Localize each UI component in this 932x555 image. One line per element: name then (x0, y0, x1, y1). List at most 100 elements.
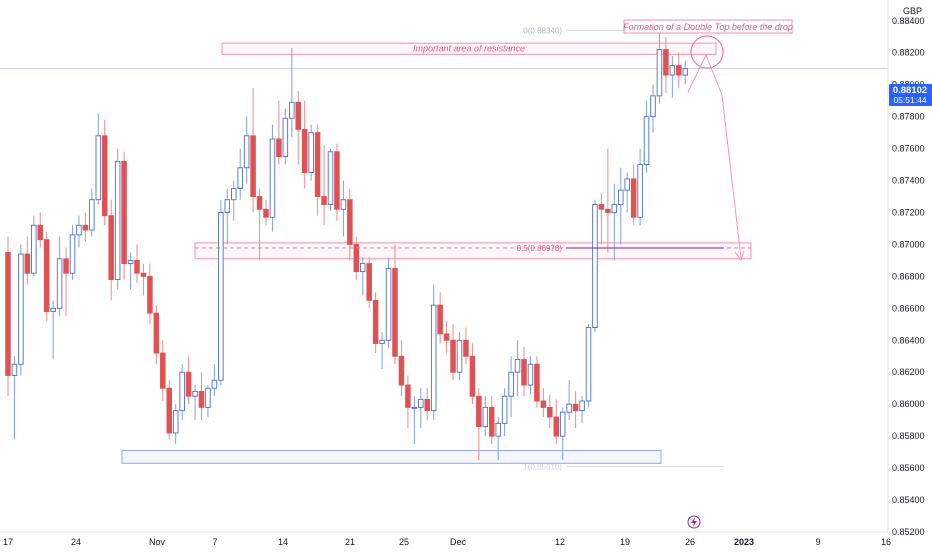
candle[interactable] (5, 236, 11, 397)
candle[interactable] (360, 257, 366, 296)
candle[interactable] (437, 292, 443, 344)
candle[interactable] (418, 388, 424, 429)
candle[interactable] (301, 100, 308, 189)
candle[interactable] (347, 188, 353, 261)
candle[interactable] (250, 87, 256, 213)
candle[interactable] (321, 145, 327, 226)
candle[interactable] (579, 396, 585, 424)
candle[interactable] (289, 47, 295, 138)
candle[interactable] (676, 52, 682, 88)
candle[interactable] (630, 164, 637, 226)
candle[interactable] (540, 388, 547, 417)
candle[interactable] (566, 380, 572, 421)
candle[interactable] (185, 356, 192, 405)
candle[interactable] (192, 385, 198, 421)
candle[interactable] (424, 388, 431, 421)
candle[interactable] (489, 396, 495, 445)
candle[interactable] (172, 404, 179, 445)
candle[interactable] (372, 292, 379, 354)
candle[interactable] (598, 193, 605, 245)
candle[interactable] (456, 332, 463, 381)
candle[interactable] (56, 236, 63, 317)
price-axis[interactable]: 0.884000.882000.880000.878000.876000.874… (892, 16, 925, 537)
bolt-icon[interactable] (687, 515, 701, 529)
candle[interactable] (327, 148, 334, 211)
candle[interactable] (295, 91, 302, 165)
candle[interactable] (127, 252, 134, 290)
candle[interactable] (482, 396, 489, 437)
candle[interactable] (269, 124, 276, 232)
candle[interactable] (18, 244, 24, 376)
candle[interactable] (314, 124, 321, 216)
candle[interactable] (469, 343, 476, 405)
candle[interactable] (179, 364, 185, 421)
candle[interactable] (134, 244, 140, 283)
candle[interactable] (624, 172, 630, 213)
candle[interactable] (547, 394, 553, 429)
candle[interactable] (230, 180, 237, 221)
candle[interactable] (501, 388, 508, 437)
candle[interactable] (682, 60, 689, 85)
candle[interactable] (366, 257, 372, 309)
candle[interactable] (637, 148, 643, 226)
candle[interactable] (140, 263, 147, 296)
candle[interactable] (11, 356, 18, 440)
candle[interactable] (218, 199, 224, 386)
candle[interactable] (405, 375, 411, 429)
candle[interactable] (82, 212, 89, 242)
candle[interactable] (353, 236, 360, 280)
candle[interactable] (256, 188, 263, 261)
double-top-circle[interactable] (690, 35, 724, 69)
candle[interactable] (69, 225, 76, 280)
candle[interactable] (495, 416, 501, 461)
candle[interactable] (24, 236, 31, 285)
candle[interactable] (63, 247, 69, 317)
candle[interactable] (153, 305, 160, 365)
candle[interactable] (108, 199, 114, 301)
candle[interactable] (31, 215, 37, 277)
candle[interactable] (385, 257, 392, 349)
candle[interactable] (340, 180, 347, 237)
double-top-label-box[interactable] (623, 19, 793, 34)
candle[interactable] (308, 124, 314, 181)
candle[interactable] (559, 407, 566, 461)
candle[interactable] (605, 148, 611, 253)
candle[interactable] (166, 380, 172, 440)
candle[interactable] (443, 321, 450, 354)
candle[interactable] (527, 356, 534, 395)
candle[interactable] (534, 356, 540, 408)
candle[interactable] (198, 372, 205, 421)
candle[interactable] (411, 396, 418, 445)
candle[interactable] (392, 244, 398, 365)
candle[interactable] (224, 188, 231, 245)
candle[interactable] (95, 113, 102, 205)
candle[interactable] (43, 231, 50, 322)
candle[interactable] (476, 388, 482, 461)
candle[interactable] (211, 364, 218, 397)
candle[interactable] (282, 108, 289, 165)
candle[interactable] (276, 100, 282, 165)
candle[interactable] (121, 151, 127, 280)
candle[interactable] (463, 327, 469, 365)
candle[interactable] (450, 324, 456, 381)
candle[interactable] (114, 148, 121, 290)
candle[interactable] (618, 167, 624, 245)
candle[interactable] (430, 284, 437, 421)
candle[interactable] (669, 55, 676, 98)
plot-area[interactable] (0, 0, 888, 532)
time-axis[interactable]: 17 24 Nov 7 14 21 25 Dec 12 19 26 2023 9 16 (3, 537, 891, 547)
candle[interactable] (76, 215, 82, 248)
candle[interactable] (650, 84, 656, 133)
candle[interactable] (237, 148, 243, 200)
resistance-zone[interactable] (221, 42, 717, 55)
candle[interactable] (514, 340, 521, 397)
candle[interactable] (101, 119, 108, 226)
projected-drop-path[interactable] (687, 53, 742, 259)
candle[interactable] (398, 340, 405, 397)
candle[interactable] (508, 356, 514, 417)
candle[interactable] (585, 324, 592, 408)
candle[interactable] (50, 300, 56, 360)
candle[interactable] (553, 399, 560, 445)
